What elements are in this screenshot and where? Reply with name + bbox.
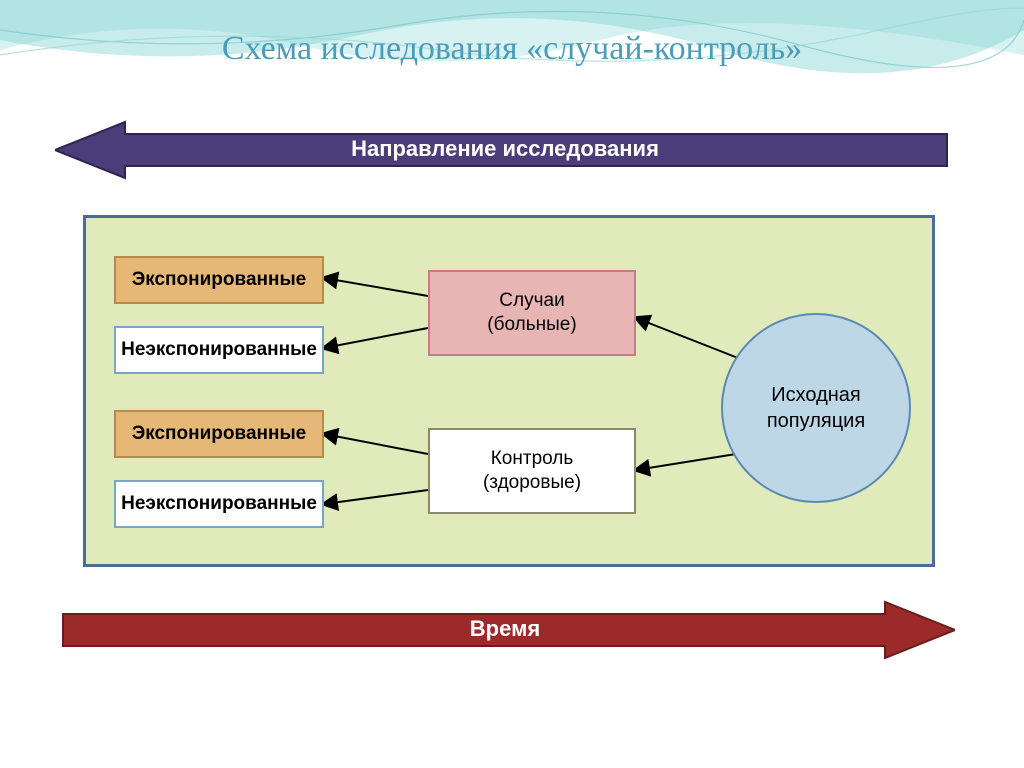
node-exposed-1: Экспонированные [114,256,324,304]
page-title: Схема исследования «случай-контроль» [0,30,1024,68]
node-population: Исходнаяпопуляция [721,313,911,503]
time-arrow-label: Время [55,616,955,642]
node-control: Контроль(здоровые) [428,428,636,514]
direction-arrow-label: Направление исследования [55,136,955,162]
node-unexposed-2: Неэкспонированные [114,480,324,528]
node-unexposed-1: Неэкспонированные [114,326,324,374]
diagram: Направление исследования Время Экспониро… [55,120,955,660]
main-panel: Экспонированные Неэкспонированные Экспон… [83,215,935,567]
time-arrow: Время [55,600,955,660]
node-exposed-2: Экспонированные [114,410,324,458]
node-cases: Случаи(больные) [428,270,636,356]
direction-arrow: Направление исследования [55,120,955,180]
